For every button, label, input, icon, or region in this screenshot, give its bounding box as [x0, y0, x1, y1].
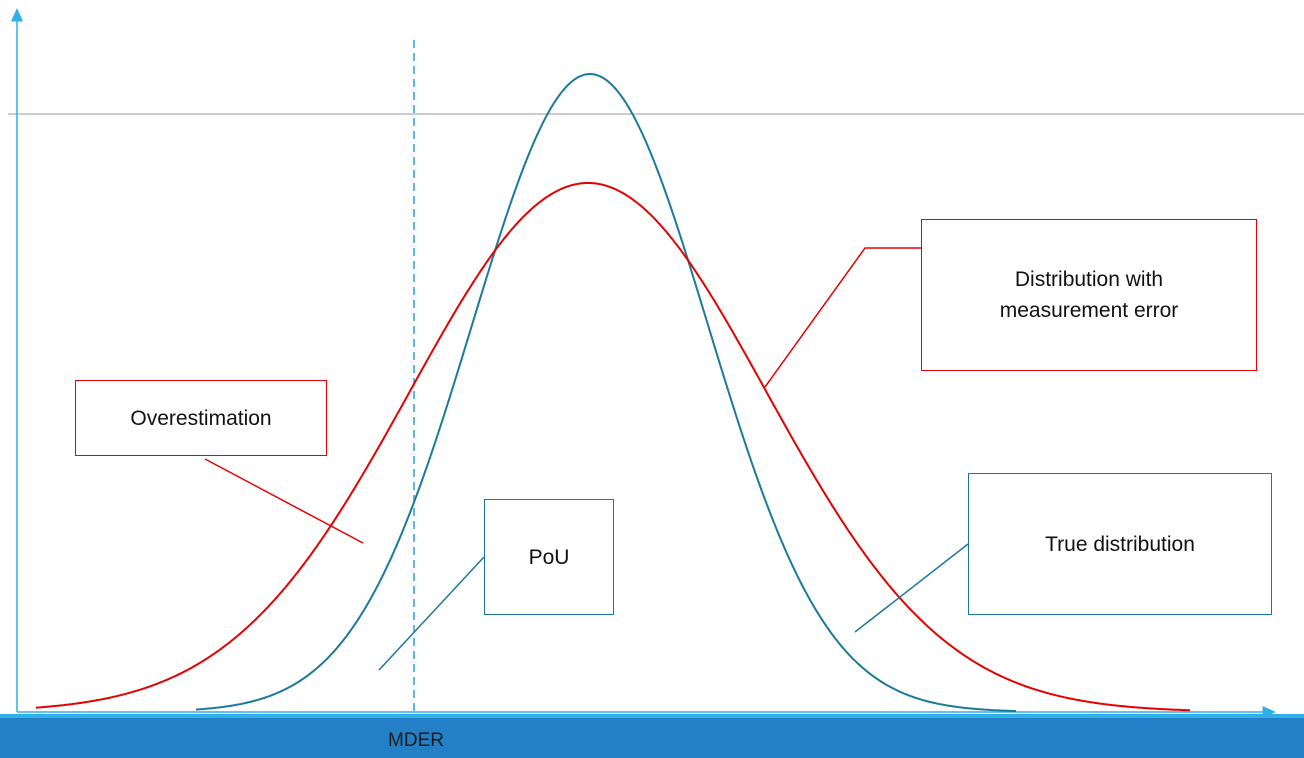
threshold-label: MDER — [388, 730, 444, 751]
measurement-error-label-box: Distribution with measurement error — [921, 219, 1257, 371]
measurement-error-label-line-1: Distribution with — [1014, 268, 1164, 291]
overestimation-callout-line — [204, 458, 364, 544]
pou-label: PoU — [528, 545, 570, 569]
measurement-error-label-line-2: measurement error — [999, 299, 1179, 322]
measurement-error-callout-line — [764, 247, 921, 388]
overestimation-label-box: Overestimation — [75, 380, 327, 456]
true-distribution-label-box: True distribution — [968, 473, 1272, 615]
pou-label-box: PoU — [484, 499, 614, 615]
true-distribution-curve — [195, 72, 1017, 713]
overestimation-label: Overestimation — [130, 406, 272, 430]
footer-bar — [0, 714, 1304, 758]
true-distribution-label: True distribution — [1045, 532, 1195, 556]
measurement-error-distribution-curve — [35, 182, 1191, 712]
pou-callout-line — [378, 556, 485, 671]
true-distribution-callout-line — [854, 543, 969, 633]
